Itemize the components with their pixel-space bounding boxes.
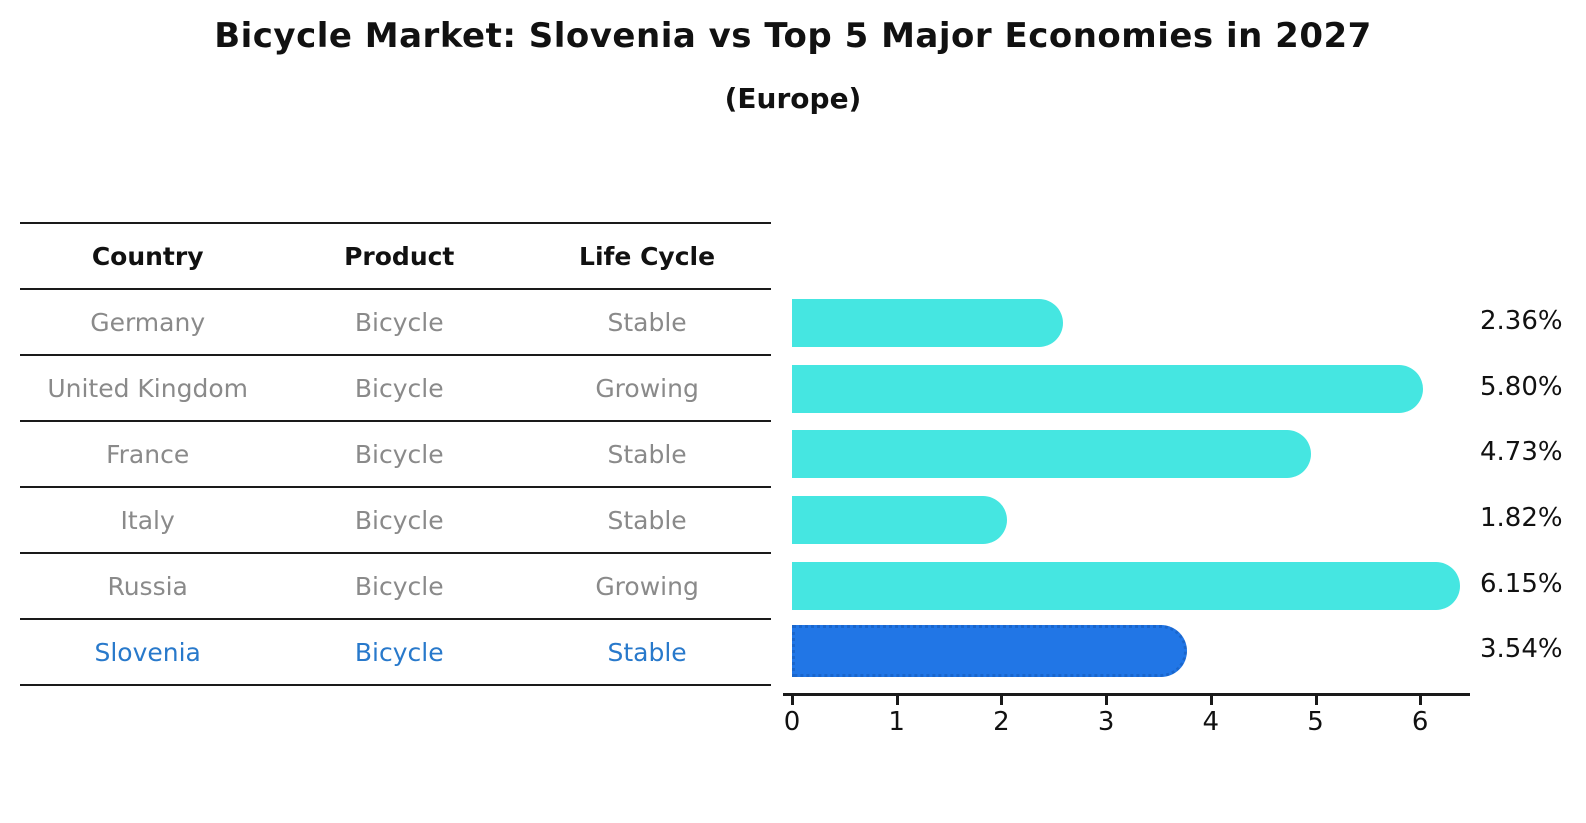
product-cell: Bicycle bbox=[354, 307, 444, 337]
life-cycle-cell: Growing bbox=[595, 571, 699, 601]
country-info-table: Country Product Life Cycle Germany Bicycl… bbox=[20, 222, 771, 686]
bar-value-label-france: 4.73% bbox=[1480, 437, 1563, 468]
x-tick-3 bbox=[1105, 696, 1109, 705]
bar-value-label-slovenia: 3.54% bbox=[1480, 634, 1563, 665]
bar-value-label-germany: 2.36% bbox=[1480, 306, 1563, 336]
table-body: Germany Bicycle Stable United Kingdom Bicycl… bbox=[20, 290, 771, 686]
table-row-france: France Bicycle Stable bbox=[20, 422, 771, 488]
x-tick-5 bbox=[1314, 696, 1318, 705]
column-header-country: Country bbox=[91, 241, 204, 271]
life-cycle-cell: Growing bbox=[595, 373, 699, 403]
product-cell: Bicycle bbox=[354, 439, 444, 469]
x-tick-label-3: 3 bbox=[1097, 707, 1115, 737]
bar-value-label-united-kingdom: 5.80% bbox=[1480, 371, 1563, 402]
bar-france bbox=[792, 430, 1312, 479]
x-tick-label-2: 2 bbox=[993, 707, 1010, 737]
x-tick-label-4: 4 bbox=[1202, 707, 1220, 737]
x-tick-0 bbox=[791, 696, 794, 705]
country-cell: France bbox=[106, 439, 190, 469]
x-tick-6 bbox=[1419, 696, 1423, 705]
bar-slovenia bbox=[792, 625, 1187, 678]
x-tick-label-6: 6 bbox=[1411, 707, 1429, 737]
product-cell: Bicycle bbox=[354, 571, 444, 601]
product-cell: Bicycle bbox=[354, 505, 444, 535]
x-tick-label-1: 1 bbox=[888, 707, 905, 737]
x-tick-label-5: 5 bbox=[1307, 707, 1324, 737]
country-cell: United Kingdom bbox=[47, 373, 248, 403]
product-cell: Bicycle bbox=[354, 637, 444, 667]
bar-united-kingdom bbox=[792, 364, 1424, 413]
bar-italy bbox=[792, 495, 1007, 544]
country-cell: Slovenia bbox=[94, 637, 201, 667]
life-cycle-cell: Stable bbox=[607, 637, 687, 667]
x-tick-2 bbox=[1000, 696, 1004, 705]
x-tick-1 bbox=[895, 696, 899, 705]
bar-russia bbox=[792, 561, 1460, 610]
life-cycle-cell: Stable bbox=[607, 307, 687, 337]
country-cell: Germany bbox=[90, 307, 206, 337]
x-axis-line bbox=[783, 693, 1470, 696]
x-tick-4 bbox=[1209, 696, 1213, 705]
country-cell: Russia bbox=[107, 571, 188, 601]
column-header-life-cycle: Life Cycle bbox=[579, 241, 716, 271]
life-cycle-cell: Stable bbox=[607, 505, 687, 535]
table-row-united-kingdom: United Kingdom Bicycle Growing bbox=[20, 356, 771, 422]
product-cell: Bicycle bbox=[354, 373, 444, 403]
table-row-russia: Russia Bicycle Growing bbox=[20, 554, 771, 620]
table-row-germany: Germany Bicycle Stable bbox=[20, 290, 771, 356]
chart-subtitle: (Europe) bbox=[724, 82, 862, 115]
life-cycle-cell: Stable bbox=[607, 439, 687, 469]
table-row-slovenia: Slovenia Bicycle Stable bbox=[20, 620, 771, 686]
bar-value-label-russia: 6.15% bbox=[1480, 568, 1563, 599]
table-header-row: Country Product Life Cycle bbox=[20, 224, 771, 290]
column-header-product: Product bbox=[344, 241, 455, 271]
country-cell: Italy bbox=[120, 505, 175, 535]
bar-value-label-italy: 1.82% bbox=[1480, 502, 1563, 533]
table-row-italy: Italy Bicycle Stable bbox=[20, 488, 771, 554]
x-tick-label-0: 0 bbox=[783, 707, 801, 737]
bar-germany bbox=[792, 299, 1064, 347]
chart-title: Bicycle Market: Slovenia vs Top 5 Major … bbox=[214, 16, 1372, 56]
